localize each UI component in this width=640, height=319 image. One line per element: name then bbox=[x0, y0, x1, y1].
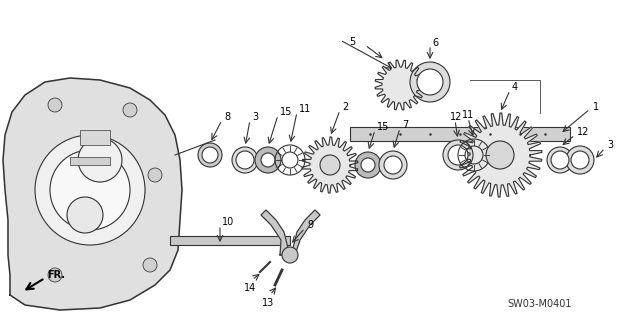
Bar bbox=[70, 157, 110, 165]
Text: SW03-M0401: SW03-M0401 bbox=[508, 299, 572, 309]
Circle shape bbox=[202, 147, 218, 163]
Circle shape bbox=[551, 151, 569, 169]
Circle shape bbox=[384, 156, 402, 174]
Text: 12: 12 bbox=[577, 127, 589, 137]
Text: 3: 3 bbox=[607, 140, 613, 150]
Circle shape bbox=[320, 155, 340, 175]
Text: 8: 8 bbox=[224, 112, 230, 122]
Text: 4: 4 bbox=[512, 82, 518, 92]
Text: 13: 13 bbox=[262, 298, 274, 308]
Bar bbox=[350, 127, 570, 141]
Circle shape bbox=[236, 151, 254, 169]
Circle shape bbox=[361, 158, 375, 172]
Text: FR.: FR. bbox=[47, 270, 65, 280]
Circle shape bbox=[48, 98, 62, 112]
Polygon shape bbox=[3, 78, 182, 310]
Text: 11: 11 bbox=[462, 110, 474, 120]
Circle shape bbox=[232, 147, 258, 173]
Circle shape bbox=[67, 197, 103, 233]
Circle shape bbox=[282, 247, 298, 263]
Circle shape bbox=[571, 151, 589, 169]
Circle shape bbox=[443, 140, 473, 170]
Circle shape bbox=[48, 268, 62, 282]
Text: 1: 1 bbox=[593, 102, 599, 112]
Circle shape bbox=[148, 168, 162, 182]
Text: 15: 15 bbox=[377, 122, 389, 132]
Circle shape bbox=[198, 143, 222, 167]
Circle shape bbox=[379, 151, 407, 179]
Text: 3: 3 bbox=[252, 112, 258, 122]
Circle shape bbox=[566, 146, 594, 174]
Polygon shape bbox=[458, 113, 542, 197]
Polygon shape bbox=[261, 210, 320, 255]
Circle shape bbox=[261, 153, 275, 167]
Circle shape bbox=[78, 138, 122, 182]
Text: 6: 6 bbox=[432, 38, 438, 48]
Circle shape bbox=[35, 135, 145, 245]
Text: 12: 12 bbox=[450, 112, 462, 122]
Circle shape bbox=[410, 62, 450, 102]
Circle shape bbox=[50, 150, 130, 230]
Text: 7: 7 bbox=[402, 120, 408, 130]
Text: 2: 2 bbox=[342, 102, 348, 112]
Text: 14: 14 bbox=[244, 283, 256, 293]
Circle shape bbox=[448, 145, 468, 165]
Polygon shape bbox=[302, 137, 358, 193]
Text: 10: 10 bbox=[222, 217, 234, 227]
Text: 9: 9 bbox=[307, 220, 313, 230]
Polygon shape bbox=[375, 60, 425, 110]
Text: 5: 5 bbox=[349, 37, 355, 47]
Bar bbox=[170, 236, 290, 245]
Text: 15: 15 bbox=[280, 107, 292, 117]
Circle shape bbox=[417, 69, 443, 95]
Circle shape bbox=[143, 258, 157, 272]
Text: 11: 11 bbox=[299, 104, 311, 114]
Circle shape bbox=[123, 103, 137, 117]
Circle shape bbox=[486, 141, 514, 169]
Circle shape bbox=[255, 147, 281, 173]
Circle shape bbox=[355, 152, 381, 178]
Bar bbox=[80, 130, 110, 145]
Circle shape bbox=[547, 147, 573, 173]
